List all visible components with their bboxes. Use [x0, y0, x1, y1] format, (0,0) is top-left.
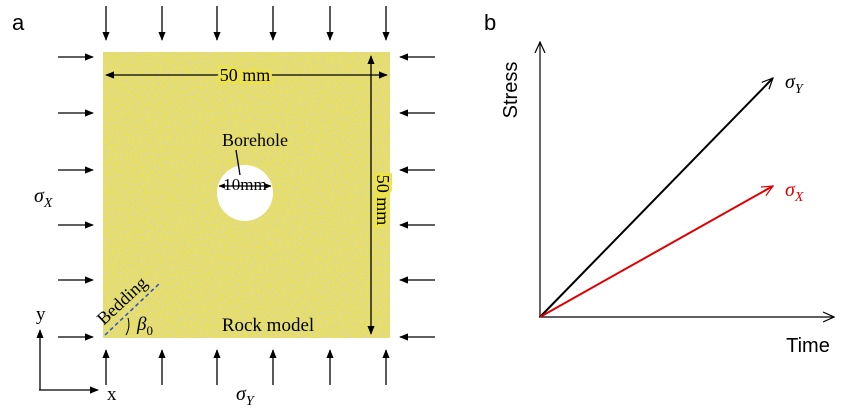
stress-line-label: σY — [785, 71, 805, 97]
y-axis-label: Stress — [500, 62, 522, 119]
subscript: X — [794, 190, 804, 205]
x-axis-label: Time — [786, 335, 830, 357]
axis-x-label: x — [107, 384, 117, 405]
stress-line-label: σX — [785, 179, 804, 205]
panel-label: a — [12, 10, 25, 35]
subscript: X — [43, 196, 53, 211]
dimensions — [105, 55, 388, 335]
borehole-label: Borehole — [222, 130, 288, 150]
angle-arc — [125, 317, 130, 336]
bedding-angle: β0 — [136, 314, 153, 338]
symbol: σ — [236, 383, 247, 405]
borehole-diameter: 10mm — [223, 175, 266, 194]
symbol: σ — [785, 71, 796, 93]
stress-line — [539, 78, 773, 318]
subscript: Y — [246, 394, 256, 409]
subscript: Y — [795, 82, 805, 97]
symbol: σ — [34, 185, 45, 207]
bedding-line — [104, 282, 161, 336]
width-dimension: 50 mm — [220, 65, 271, 85]
borehole — [217, 165, 273, 221]
axis-y-label: y — [36, 304, 46, 325]
panel-label: b — [484, 10, 496, 35]
coordinate-axes — [36, 329, 99, 394]
height-dimension: 50 mm — [373, 175, 393, 226]
stress-x-label: σX — [34, 185, 53, 211]
stress-line — [539, 185, 773, 318]
symbol: σ — [785, 179, 796, 201]
load-arrows — [58, 6, 435, 385]
model-label: Rock model — [222, 315, 314, 336]
subscript: 0 — [146, 323, 153, 338]
stress-y-label: σY — [236, 383, 256, 409]
symbol: β — [136, 314, 147, 335]
